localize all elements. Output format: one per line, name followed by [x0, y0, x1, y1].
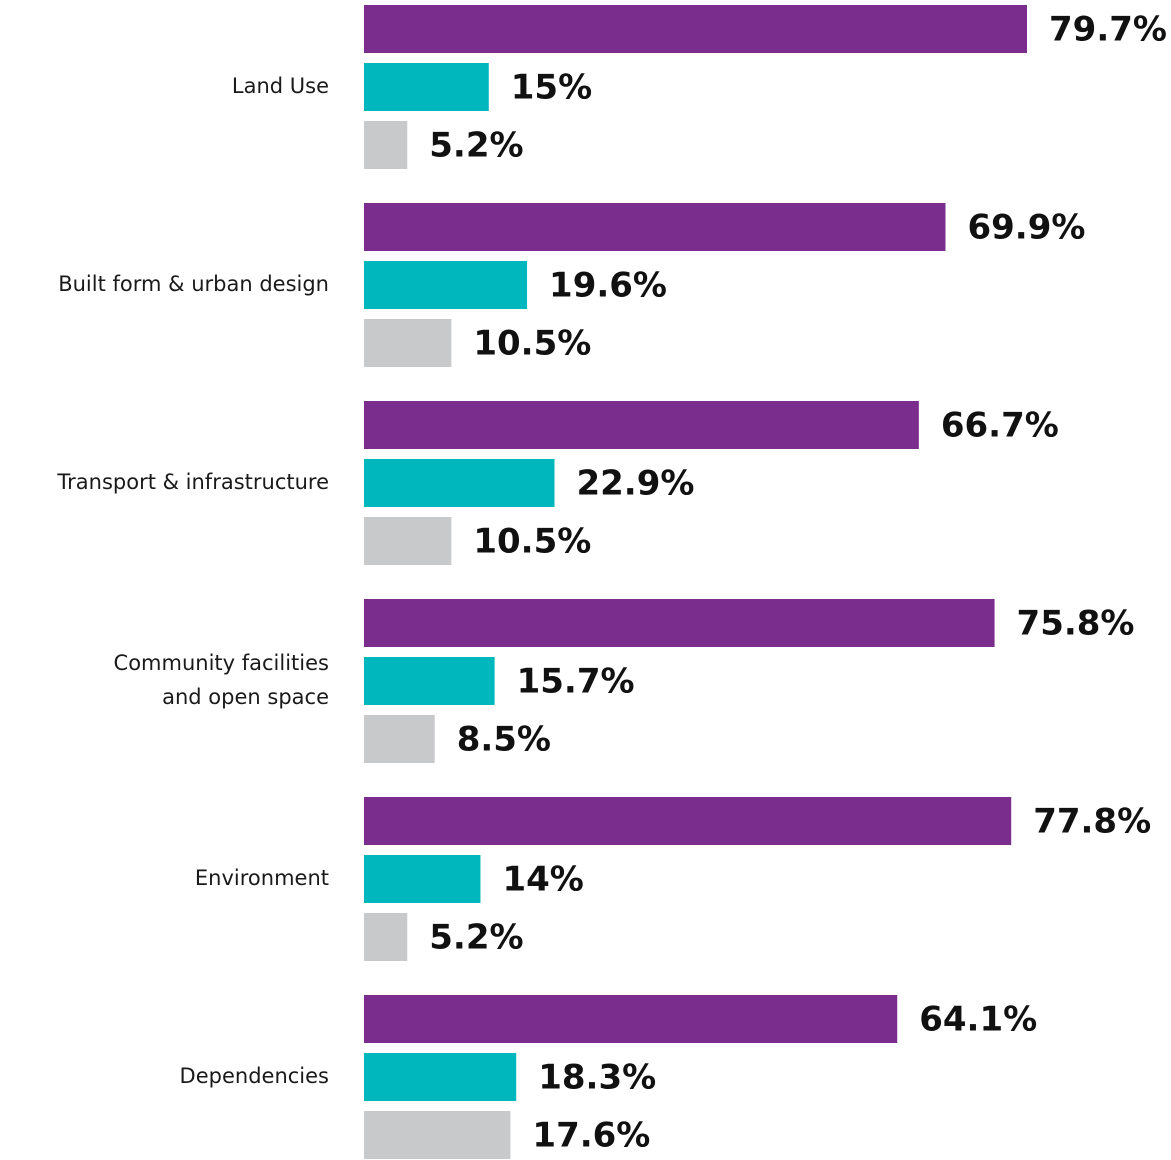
data-label: 8.5%	[457, 720, 551, 760]
bar-series-1	[364, 599, 995, 647]
bar-series-2	[364, 1053, 517, 1101]
data-label: 19.6%	[549, 266, 667, 306]
bar-series-1	[364, 995, 898, 1043]
data-label: 14%	[502, 860, 583, 900]
bar-series-2	[364, 855, 481, 903]
data-label: 15.7%	[517, 662, 635, 702]
bar-series-3	[364, 913, 408, 961]
category-label: and open space	[162, 685, 329, 709]
category-label: Dependencies	[180, 1064, 329, 1088]
bar-series-3	[364, 1111, 511, 1159]
data-label: 10.5%	[473, 324, 591, 364]
data-label: 15%	[511, 68, 592, 108]
data-label: 69.9%	[967, 208, 1085, 248]
bar-series-1	[364, 5, 1027, 53]
category-label: Built form & urban design	[58, 272, 329, 296]
data-label: 79.7%	[1049, 10, 1167, 50]
bar-series-3	[364, 121, 408, 169]
data-label: 5.2%	[429, 918, 523, 958]
data-label: 18.3%	[538, 1058, 656, 1098]
bar-series-1	[364, 203, 946, 251]
category-label: Environment	[195, 866, 329, 890]
data-label: 5.2%	[429, 126, 523, 166]
data-label: 10.5%	[473, 522, 591, 562]
data-label: 64.1%	[919, 1000, 1037, 1040]
data-label: 77.8%	[1033, 802, 1151, 842]
bar-series-3	[364, 319, 452, 367]
category-label: Community facilities	[114, 651, 329, 675]
bar-series-2	[364, 261, 528, 309]
category-label: Land Use	[232, 74, 329, 98]
data-label: 66.7%	[941, 406, 1059, 446]
bar-series-2	[364, 459, 555, 507]
bar-series-1	[364, 401, 919, 449]
bar-series-1	[364, 797, 1012, 845]
data-label: 22.9%	[576, 464, 694, 504]
data-label: 75.8%	[1017, 604, 1135, 644]
bar-series-3	[364, 715, 435, 763]
category-label: Transport & infrastructure	[56, 470, 329, 494]
bar-series-2	[364, 63, 489, 111]
data-label: 17.6%	[532, 1116, 650, 1156]
bar-series-2	[364, 657, 495, 705]
bar-series-3	[364, 517, 452, 565]
